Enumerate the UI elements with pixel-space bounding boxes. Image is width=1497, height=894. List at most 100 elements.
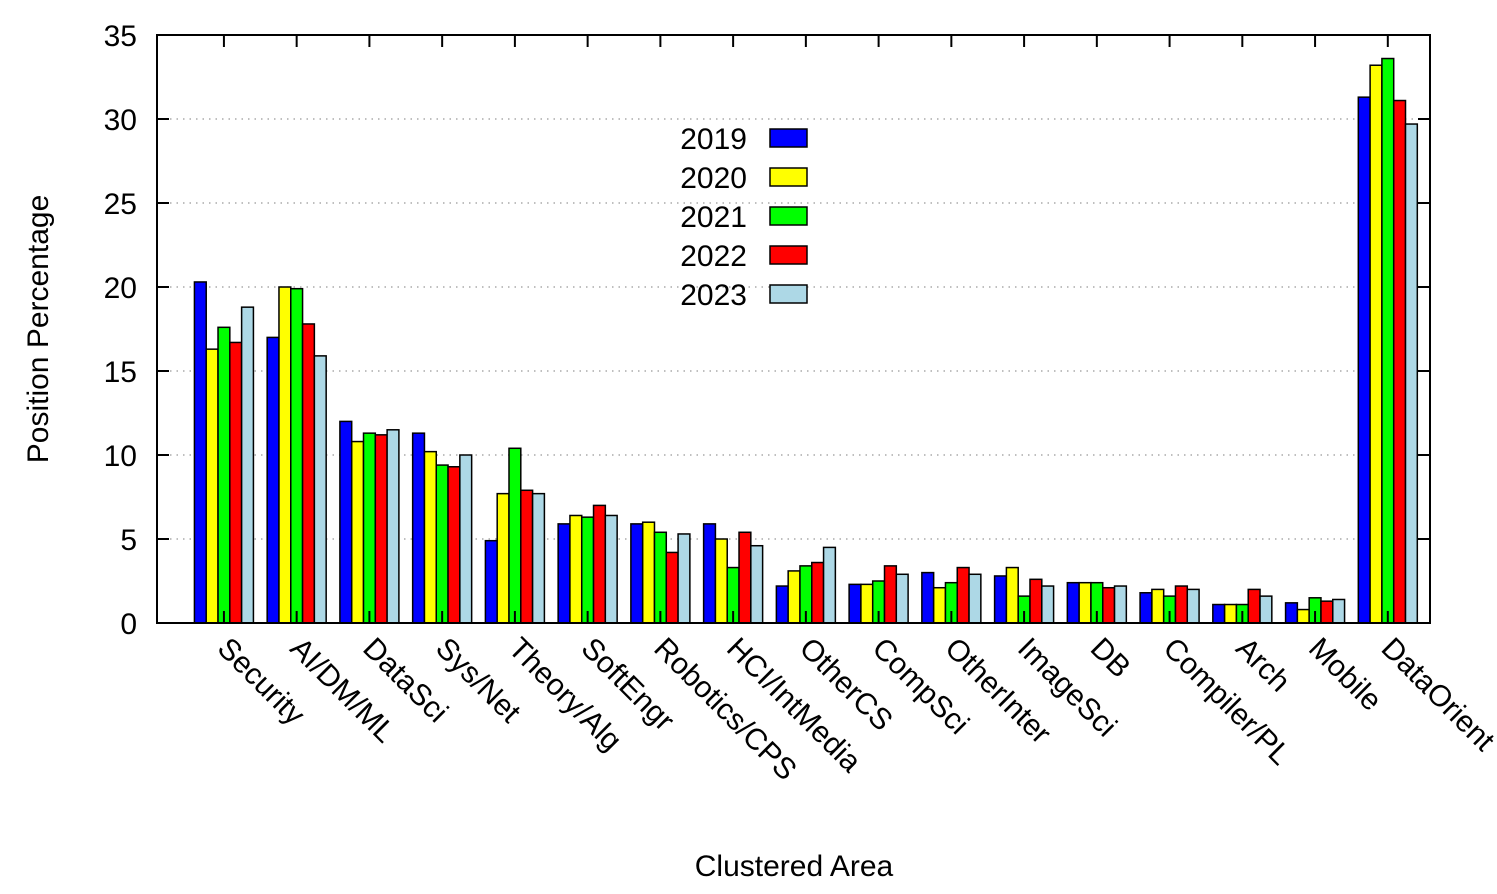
x-axis-title: Clustered Area	[695, 850, 894, 883]
y-axis: 0 5 10 15 20 25 30 35	[104, 20, 1430, 641]
legend-label: 2020	[680, 162, 747, 195]
legend-swatch	[769, 128, 808, 148]
bar-group	[411, 432, 473, 624]
y-tick-label: 5	[120, 524, 137, 557]
bar	[459, 454, 473, 624]
bar	[1223, 603, 1238, 624]
legend-label: 2022	[680, 240, 747, 273]
bar-group	[702, 523, 764, 624]
bar-group	[193, 281, 255, 624]
bar	[411, 432, 426, 624]
bar	[968, 573, 982, 624]
bar	[1392, 99, 1407, 624]
bar	[860, 583, 874, 624]
bar	[1404, 123, 1419, 624]
bar	[205, 348, 219, 624]
bar	[1041, 585, 1055, 624]
bar	[278, 286, 292, 624]
bar	[1174, 585, 1189, 624]
bar	[932, 586, 947, 624]
bar-group	[557, 504, 618, 624]
x-tick-label: DB	[1084, 632, 1137, 685]
bar	[775, 585, 789, 624]
bar	[1296, 608, 1310, 624]
bar	[1186, 588, 1200, 624]
bar	[386, 429, 400, 624]
legend-item: 2023	[680, 279, 808, 312]
legend: 2019 2020 2021 2022 2023	[680, 123, 808, 312]
bar	[1078, 581, 1092, 624]
bar	[569, 514, 583, 624]
bar	[993, 575, 1008, 624]
bar	[266, 336, 280, 624]
bar	[921, 571, 935, 624]
bar	[240, 306, 255, 624]
x-tick-label: Compiler/PL	[1157, 632, 1297, 772]
y-tick-label: 10	[104, 440, 137, 473]
bar	[217, 326, 231, 624]
bar	[1139, 592, 1153, 624]
bar	[677, 533, 691, 624]
bar-group	[1284, 597, 1346, 624]
bar	[1101, 586, 1116, 624]
legend-swatch	[769, 206, 808, 226]
bar	[350, 440, 365, 624]
bar	[1320, 600, 1334, 624]
y-tick-label: 25	[104, 188, 137, 221]
bar	[653, 531, 668, 624]
bar	[1332, 598, 1346, 624]
legend-label: 2023	[680, 279, 747, 312]
y-tick-label: 0	[120, 608, 137, 641]
bar	[313, 355, 327, 624]
bar	[423, 450, 438, 624]
bar	[362, 432, 377, 624]
bar	[1259, 595, 1273, 624]
y-tick-label: 15	[104, 356, 137, 389]
bar	[665, 551, 679, 624]
bar	[883, 565, 898, 624]
bar	[1151, 588, 1165, 624]
bar	[484, 539, 498, 624]
bar	[1005, 566, 1019, 624]
bar-group	[339, 420, 400, 624]
bar	[1247, 588, 1261, 624]
x-tick-label: Arch	[1229, 632, 1296, 699]
bar	[520, 489, 534, 624]
bar	[822, 546, 837, 624]
y-axis-title: Position Percentage	[22, 195, 55, 464]
bar	[301, 323, 316, 624]
grid-lines	[157, 118, 1430, 540]
bar	[811, 561, 825, 624]
bar-group	[1066, 581, 1128, 624]
bar	[447, 466, 461, 624]
plot-frame	[156, 34, 1431, 624]
bar	[630, 523, 644, 624]
y-tick-label: 35	[104, 20, 137, 53]
bar	[956, 566, 970, 624]
y-tick-label: 30	[104, 104, 137, 137]
bar	[1066, 581, 1080, 624]
bar	[1284, 602, 1299, 624]
bar-group	[630, 521, 691, 624]
y-tick-label: 20	[104, 272, 137, 305]
bar	[750, 544, 764, 624]
bar	[557, 523, 571, 624]
bar	[290, 287, 304, 624]
x-tick-label: Mobile	[1302, 632, 1388, 718]
bar	[848, 583, 862, 624]
legend-swatch	[769, 245, 808, 265]
legend-item: 2021	[680, 201, 808, 234]
legend-item: 2020	[680, 162, 808, 195]
bar	[1369, 64, 1383, 624]
bar	[1357, 96, 1371, 624]
bar	[592, 504, 607, 624]
bar	[496, 492, 510, 624]
bar	[1381, 57, 1395, 624]
legend-swatch	[769, 284, 808, 304]
bar	[714, 538, 728, 624]
bar-group	[484, 447, 546, 624]
bar	[580, 516, 595, 624]
bar	[435, 464, 449, 624]
bar	[738, 531, 752, 624]
bar-group	[993, 566, 1055, 624]
